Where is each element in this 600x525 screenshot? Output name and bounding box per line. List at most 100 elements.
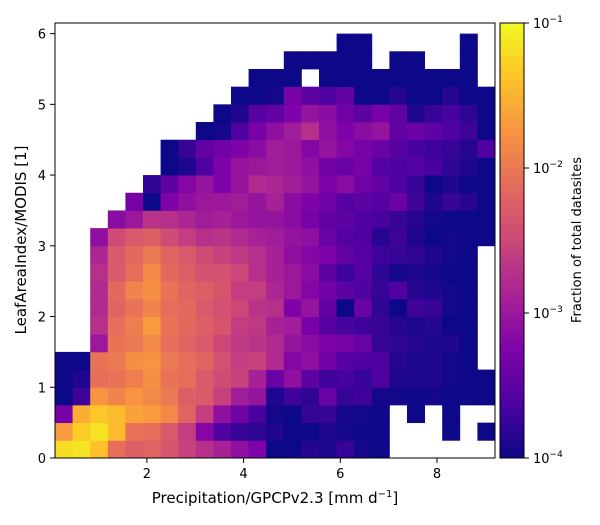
heatmap-cell — [301, 245, 320, 264]
heatmap-cell — [266, 210, 285, 229]
heatmap-cell — [231, 334, 249, 353]
heatmap-cell — [195, 351, 214, 370]
heatmap-cell — [160, 175, 179, 194]
heatmap-cell — [477, 104, 496, 123]
heatmap-cell — [371, 68, 390, 88]
heatmap-cell — [213, 228, 232, 247]
heatmap-cell — [354, 316, 373, 335]
heatmap-cell — [143, 175, 161, 194]
heatmap-cell — [195, 245, 214, 264]
heatmap-cell — [319, 387, 337, 406]
heatmap-cell — [407, 369, 425, 388]
heatmap-cell — [266, 281, 285, 300]
heatmap-cell — [442, 86, 461, 105]
heatmap-cell — [442, 245, 461, 264]
heatmap-cell — [336, 263, 355, 282]
heatmap-cell — [424, 68, 443, 88]
heatmap-cell — [319, 281, 337, 300]
heatmap-cell — [442, 228, 461, 247]
heatmap-cell — [266, 334, 285, 353]
heatmap-cell — [354, 245, 373, 264]
heatmap-cell — [371, 122, 390, 141]
heatmap-cell — [354, 263, 373, 282]
heatmap-cell — [354, 139, 373, 158]
heatmap-cell — [459, 86, 478, 105]
heatmap-cell — [231, 157, 249, 176]
heatmap-cell — [354, 68, 373, 88]
heatmap-cell — [336, 33, 355, 52]
heatmap-cell — [301, 351, 320, 370]
heatmap-cell — [407, 68, 425, 88]
heatmap-cell — [477, 369, 496, 388]
x-tick-label: 2 — [143, 467, 151, 482]
heatmap-cell — [213, 281, 232, 300]
heatmap-cell — [354, 122, 373, 141]
heatmap-cell — [354, 104, 373, 123]
heatmap-cell — [266, 298, 285, 317]
heatmap-cell — [231, 422, 249, 441]
heatmap-cell — [301, 404, 320, 424]
heatmap-cell — [178, 369, 197, 388]
heatmap-cell — [266, 387, 285, 406]
heatmap-cell — [178, 387, 197, 406]
heatmap-cell — [248, 122, 267, 141]
heatmap-cell — [459, 157, 478, 176]
heatmap-cell — [248, 404, 267, 424]
heatmap-cell — [231, 210, 249, 229]
heatmap-cell — [336, 422, 355, 441]
heatmap-cell — [319, 210, 337, 229]
heatmap-cell — [248, 369, 267, 388]
heatmap-cell — [407, 157, 425, 176]
heatmap-cell — [143, 281, 161, 300]
heatmap-cell — [125, 263, 144, 282]
heatmap-cell — [424, 351, 443, 370]
heatmap-cell — [160, 228, 179, 247]
heatmap-cell — [459, 51, 478, 70]
heatmap-cell — [231, 228, 249, 247]
heatmap-cell — [125, 422, 144, 441]
heatmap-cell — [107, 422, 126, 441]
heatmap-cell — [178, 228, 197, 247]
heatmap-cell — [371, 228, 390, 247]
heatmap-cell — [248, 440, 267, 459]
heatmap-cell — [319, 157, 337, 176]
heatmap-cell — [160, 263, 179, 282]
x-tick-label: 4 — [239, 467, 247, 482]
heatmap-cell — [442, 139, 461, 158]
heatmap-cell — [90, 245, 109, 264]
heatmap-cell — [231, 351, 249, 370]
heatmap-cell — [283, 334, 302, 353]
heatmap-cell — [55, 422, 73, 441]
heatmap-cell — [125, 404, 144, 424]
heatmap-cell — [389, 281, 408, 300]
colorbar-tick-label: 10−2 — [533, 160, 563, 177]
heatmap-cell — [248, 298, 267, 317]
heatmap-cell — [90, 369, 109, 388]
heatmap-cell — [213, 263, 232, 282]
heatmap-cell — [266, 316, 285, 335]
heatmap-cell — [442, 422, 461, 441]
heatmap-cell — [354, 404, 373, 424]
heatmap-cell — [160, 139, 179, 158]
heatmap-cell — [442, 298, 461, 317]
heatmap-cell — [371, 175, 390, 194]
heatmap-cell — [90, 281, 109, 300]
heatmap-cell — [72, 404, 91, 424]
heatmap-cell — [336, 387, 355, 406]
heatmap-cell — [371, 263, 390, 282]
heatmap-cell — [107, 404, 126, 424]
heatmap-cell — [160, 157, 179, 176]
heatmap-cell — [90, 422, 109, 441]
heatmap-cell — [266, 369, 285, 388]
heatmap-cell — [107, 210, 126, 229]
heatmap-cell — [336, 369, 355, 388]
heatmap-cell — [319, 86, 337, 105]
heatmap-cell — [195, 298, 214, 317]
heatmap-cell — [213, 139, 232, 158]
heatmap-cell — [143, 192, 161, 211]
heatmap-cell — [213, 192, 232, 211]
heatmap-cell — [213, 298, 232, 317]
heatmap-cell — [459, 351, 478, 370]
heatmap-cell — [283, 298, 302, 317]
heatmap-cell — [389, 387, 408, 406]
